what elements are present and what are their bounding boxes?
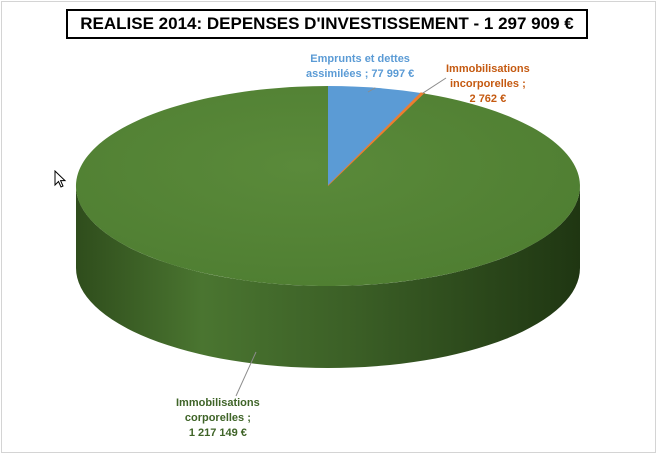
leader-line [422, 77, 447, 94]
slice-label-line: 2 762 € [469, 93, 507, 105]
slice-label-line: incorporelles ; [449, 78, 526, 90]
slice-label-corporelles: Immobilisations corporelles ; 1 217 149 … [176, 396, 260, 441]
slice-label-line: corporelles ; [184, 412, 251, 424]
pie-side-wall [76, 186, 580, 368]
chart-title: REALISE 2014: DEPENSES D'INVESTISSEMENT … [66, 9, 588, 39]
slice-label-line: Immobilisations [176, 397, 260, 409]
slice-label-incorporelles: Immobilisations incorporelles ; 2 762 € [446, 62, 530, 107]
slice-label-line: assimilées ; 77 997 € [306, 68, 415, 80]
leader-line [367, 87, 376, 93]
pie-slice-corporelles [75, 86, 580, 286]
slice-label-emprunts: Emprunts et dettes assimilées ; 77 997 € [306, 52, 414, 82]
slice-label-line: Emprunts et dettes [310, 53, 410, 65]
pie-slice-incorporelles [327, 92, 426, 187]
slice-label-line: 1 217 149 € [188, 427, 247, 439]
pie-slice-emprunts [328, 85, 421, 186]
mouse-cursor-icon [54, 170, 67, 188]
slice-label-line: Immobilisations [446, 63, 530, 75]
leader-line [235, 351, 257, 397]
